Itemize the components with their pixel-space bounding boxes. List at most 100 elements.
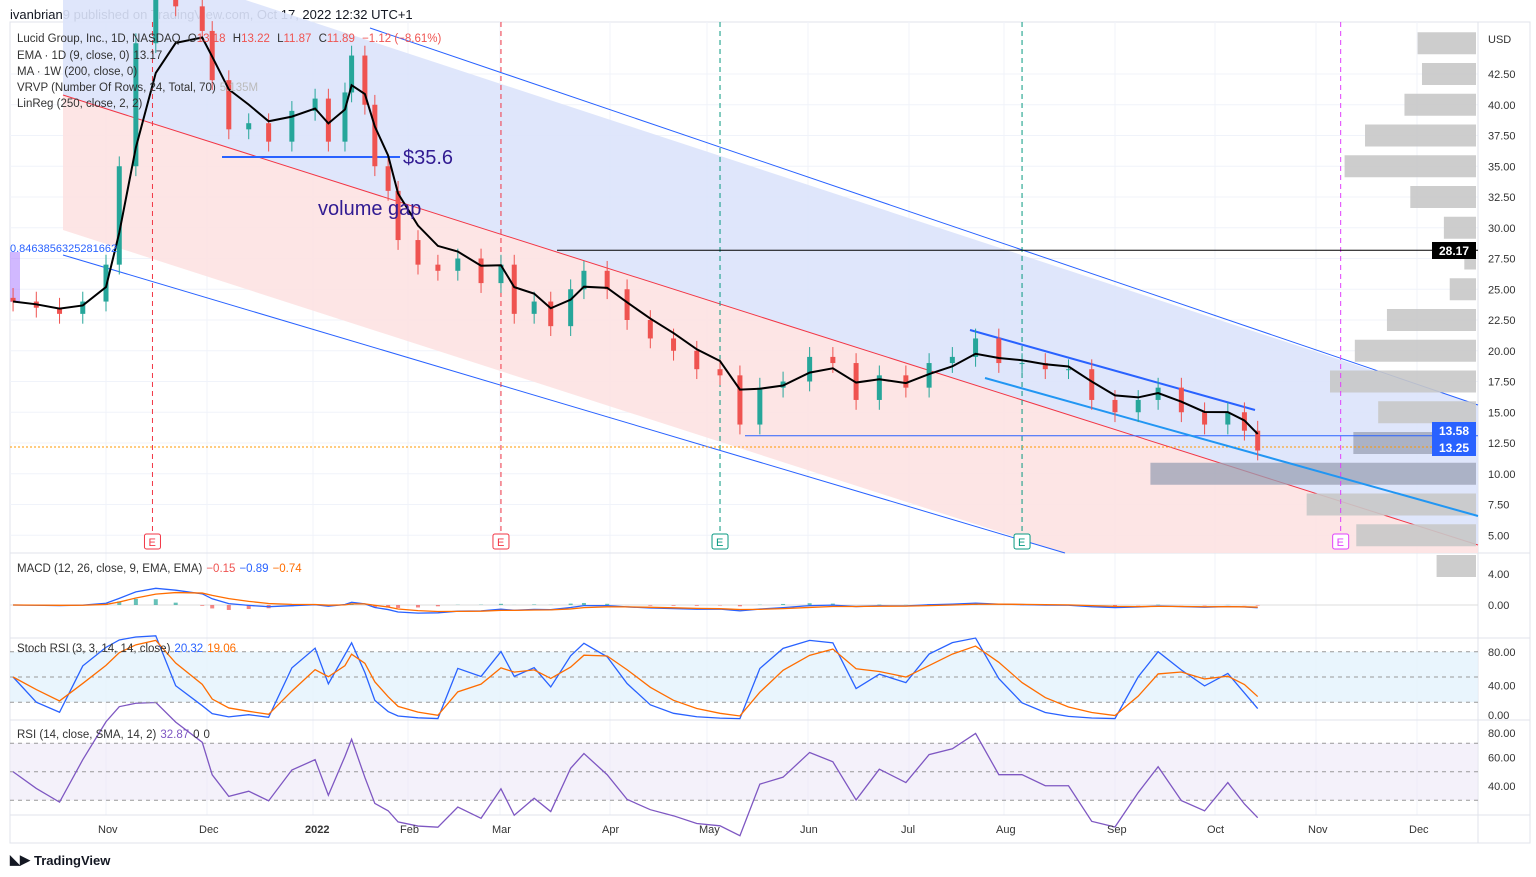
candle-body bbox=[435, 264, 441, 271]
macd-histogram-bar bbox=[605, 603, 610, 605]
horizontal-levels bbox=[10, 249, 1478, 448]
rsi-legend[interactable]: RSI (14, close, SMA, 14, 2) 32.87 0 0 bbox=[17, 729, 214, 741]
ema-line bbox=[12, 36, 1259, 435]
volume-profile-bar bbox=[1421, 63, 1476, 85]
time-tick: Nov bbox=[98, 824, 118, 836]
macd-histogram-bar bbox=[210, 605, 215, 609]
candle-body bbox=[624, 289, 630, 320]
volume-profile-bar bbox=[1365, 124, 1476, 147]
candle-body bbox=[830, 356, 836, 364]
candle-body bbox=[1019, 363, 1025, 365]
stoch-k-value: 20.32 bbox=[174, 643, 204, 655]
time-tick: May bbox=[699, 824, 720, 836]
price-tick: 32.50 bbox=[1488, 192, 1516, 204]
price-tick: 5.00 bbox=[1488, 530, 1509, 542]
tradingview-logo[interactable]: ◣▶ TradingView bbox=[10, 852, 110, 868]
rsi-value-2: 0 bbox=[193, 729, 200, 741]
volume-profile-bar bbox=[1344, 155, 1476, 178]
macd-signal-value: −0.74 bbox=[272, 563, 302, 575]
ema-legend[interactable]: EMA · 1D (9, close, 0) 13.17 bbox=[17, 50, 166, 62]
time-tick: Oct bbox=[1207, 824, 1224, 836]
close-label: C bbox=[318, 33, 327, 45]
candle-body bbox=[647, 320, 653, 339]
candles bbox=[10, 0, 1261, 461]
candle-body bbox=[266, 123, 272, 142]
macd-histogram-bar bbox=[435, 605, 440, 607]
time-tick: Jun bbox=[800, 824, 818, 836]
macd-histogram-bar bbox=[386, 605, 391, 608]
macd-histogram-bar bbox=[200, 605, 205, 606]
indicator-tick: 0.00 bbox=[1488, 600, 1509, 612]
candle-body bbox=[1042, 363, 1048, 370]
candle-body bbox=[671, 338, 677, 351]
volume-gap-label: volume gap bbox=[318, 198, 421, 220]
volume-profile-bar bbox=[1404, 93, 1476, 116]
volume-profile-bar bbox=[1354, 339, 1476, 362]
macd-histogram-bar bbox=[372, 605, 377, 608]
vrvp-label: VRVP (Number Of Rows, 24, Total, 70) bbox=[17, 82, 216, 94]
macd-hist-value: −0.15 bbox=[206, 563, 236, 575]
macd-histogram-bar bbox=[1112, 605, 1117, 607]
candle-body bbox=[717, 369, 723, 376]
macd-legend[interactable]: MACD (12, 26, close, 9, EMA, EMA) −0.15 −0… bbox=[17, 563, 306, 575]
indicator-tick: 0.00 bbox=[1488, 710, 1509, 722]
linreg-lower-line[interactable] bbox=[62, 254, 1066, 554]
volume-profile-bar bbox=[1378, 401, 1476, 424]
vrvp-value: 5.135M bbox=[219, 82, 259, 94]
macd-histogram-bar bbox=[226, 605, 231, 610]
volume-profile-bar bbox=[1449, 278, 1476, 301]
symbol-label[interactable]: Lucid Group, Inc., 1D, NASDAQ bbox=[17, 33, 181, 45]
candle-body bbox=[1089, 369, 1095, 400]
price-tick: 42.50 bbox=[1488, 69, 1516, 81]
open-label: O bbox=[187, 33, 197, 45]
macd-histogram-bar bbox=[648, 605, 653, 606]
volume-profile-bar bbox=[1386, 309, 1476, 331]
candle-body bbox=[153, 0, 159, 44]
macd-histogram-bar bbox=[133, 598, 138, 605]
candle-body bbox=[1112, 399, 1118, 413]
macd-histogram-bar bbox=[737, 605, 742, 607]
wedge-upper-line[interactable] bbox=[969, 329, 1256, 411]
stoch-legend[interactable]: Stoch RSI (3, 3, 14, 14, close) 20.32 19.0… bbox=[17, 643, 240, 655]
svg-text:13.58: 13.58 bbox=[1439, 424, 1469, 438]
time-tick: Nov bbox=[1308, 824, 1328, 836]
linreg-legend[interactable]: LinReg (250, close, 2, 2) bbox=[17, 98, 146, 110]
price-tick: 35.00 bbox=[1488, 161, 1516, 173]
candle-body bbox=[1202, 412, 1208, 425]
macd-histogram-bar bbox=[807, 603, 812, 605]
indicator-panes bbox=[10, 587, 1478, 837]
earnings-marker-label: E bbox=[1018, 537, 1025, 549]
earnings-marker-label: E bbox=[1337, 537, 1344, 549]
price-tick: 22.50 bbox=[1488, 315, 1516, 327]
level-label: $35.6 bbox=[403, 147, 453, 169]
earnings-marker bbox=[143, 533, 161, 550]
linreg-upper-line[interactable] bbox=[369, 27, 1479, 406]
macd-histogram-bar bbox=[671, 605, 676, 606]
macd-label: MACD (12, 26, close, 9, EMA, EMA) bbox=[17, 563, 203, 575]
rsi-label: RSI (14, close, SMA, 14, 2) bbox=[17, 729, 157, 741]
chart-frame bbox=[9, 21, 1531, 844]
candle-body bbox=[604, 270, 610, 290]
vrvp-legend[interactable]: VRVP (Number Of Rows, 24, Total, 70) 5.13… bbox=[17, 82, 262, 94]
svg-text:13.25: 13.25 bbox=[1439, 441, 1469, 455]
ema-label: EMA · 1D (9, close, 0) bbox=[17, 50, 130, 62]
ma-legend[interactable]: MA · 1W (200, close, 0) bbox=[17, 66, 141, 78]
wedge-lower-line[interactable] bbox=[984, 377, 1479, 517]
time-tick: Aug bbox=[996, 824, 1016, 836]
price-axis[interactable]: 42.50 40.00 37.50 35.00 32.50 30.00 27.50 25.00… bbox=[1488, 69, 1516, 793]
linreg-lower-fill bbox=[63, 95, 1478, 553]
candle-body bbox=[694, 350, 700, 370]
price-tick: 12.50 bbox=[1488, 438, 1516, 450]
close-value: 11.89 bbox=[326, 33, 355, 45]
macd-histogram-bar bbox=[781, 603, 786, 605]
candle-body bbox=[1225, 412, 1231, 425]
ema-value: 13.17 bbox=[133, 50, 163, 62]
macd-histogram-bar bbox=[581, 602, 586, 605]
candle-body bbox=[1135, 399, 1141, 413]
time-tick: Dec bbox=[199, 824, 219, 836]
rsi-value: 32.87 bbox=[160, 729, 190, 741]
candle-body bbox=[349, 55, 355, 93]
price-tick: 25.00 bbox=[1488, 284, 1516, 296]
time-axis[interactable]: Nov Dec 2022 Feb Mar Apr May Jun Jul Aug Sep Oct Nov… bbox=[98, 824, 1429, 836]
